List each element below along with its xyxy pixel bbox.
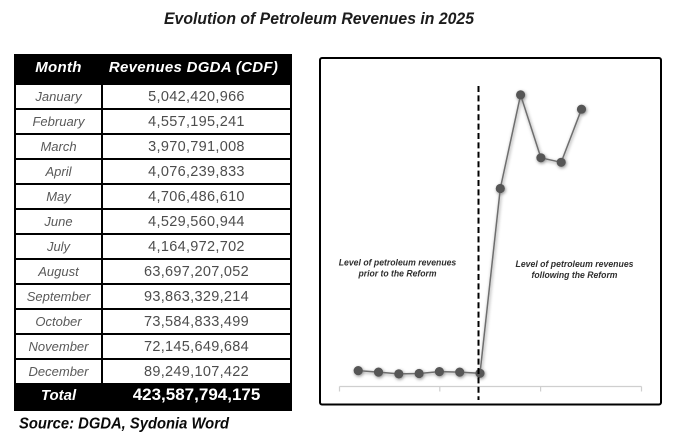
svg-text:Level of petroleum revenues: Level of petroleum revenues <box>339 258 457 269</box>
svg-text:Source: DGDA, Sydonia Word: Source: DGDA, Sydonia Word <box>19 416 229 433</box>
svg-text:following the Reform: following the Reform <box>532 270 619 281</box>
svg-text:prior to the Reform: prior to the Reform <box>358 269 437 280</box>
svg-text:Evolution of Petroleum Revenue: Evolution of Petroleum Revenues in 2025 <box>164 9 474 28</box>
svg-text:Level of petroleum revenues: Level of petroleum revenues <box>516 259 634 270</box>
